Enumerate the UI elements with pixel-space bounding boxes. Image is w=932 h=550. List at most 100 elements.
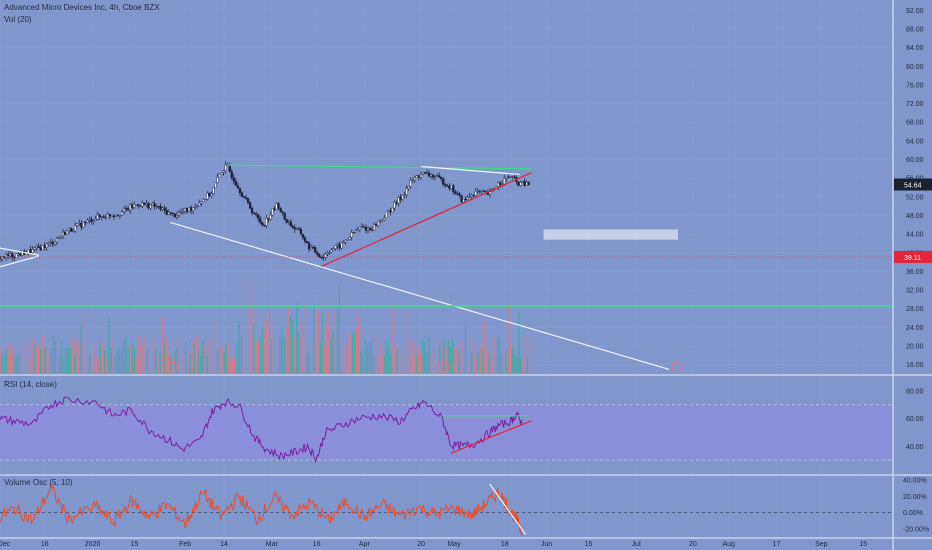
candle-up: [88, 218, 91, 221]
candle-up: [480, 190, 483, 192]
candle-up: [373, 223, 376, 231]
rsi-legend[interactable]: RSI (14, close): [4, 380, 57, 389]
candle-up: [224, 164, 227, 172]
candle-up: [381, 219, 384, 221]
candle-down: [277, 203, 280, 209]
volume-bar: [238, 321, 240, 373]
event-marker[interactable]: [671, 361, 683, 373]
candle-up: [175, 215, 178, 218]
candle-down: [19, 253, 22, 256]
volume-bar: [178, 337, 180, 373]
osc-legend[interactable]: Volume Osc (5, 10): [4, 478, 72, 487]
price-axis[interactable]: 92.00 88.00 84.00 80.00 76.00 72.00 68.00 64.00…: [894, 8, 932, 534]
candle-down: [259, 218, 262, 223]
rsi-tick-label: 60.00: [906, 416, 924, 423]
event-marker[interactable]: [438, 361, 450, 373]
volume-bar: [174, 350, 176, 373]
candle-down: [338, 244, 341, 249]
volume-bar: [503, 353, 505, 373]
candle-down: [244, 197, 248, 199]
symbol-title[interactable]: Advanced Micro Devices Inc, 4h, Cboe BZX: [4, 3, 160, 12]
volume-bar: [294, 337, 296, 373]
candle-down: [478, 190, 481, 193]
candle-down: [456, 193, 459, 195]
volume-bar: [22, 335, 25, 373]
candle-up: [114, 214, 117, 217]
candle-up: [86, 220, 89, 223]
volume-bar: [475, 357, 477, 373]
osc-label[interactable]: Volume Osc (5, 10): [4, 478, 73, 487]
osc-tick-label: -20.00%: [903, 526, 929, 533]
volume-bar: [61, 341, 63, 373]
candle-up: [183, 208, 187, 212]
volume-bar: [437, 355, 439, 373]
volume-bar: [368, 341, 370, 373]
volume-bar: [225, 345, 227, 373]
volume-label[interactable]: Vol (20): [4, 15, 32, 24]
volume-bar: [193, 344, 195, 373]
candle-down: [458, 193, 461, 196]
candle-down: [263, 224, 266, 227]
volume-bar: [78, 339, 80, 373]
volume-bar: [407, 336, 409, 373]
rsi-label[interactable]: RSI (14, close): [4, 380, 57, 389]
price-tick-label: 92.00: [906, 8, 924, 15]
candle-up: [466, 197, 469, 200]
volume-bar: [492, 335, 494, 373]
volume-legend[interactable]: Vol (20): [4, 15, 32, 24]
candle-down: [253, 212, 256, 215]
volume-bar: [505, 350, 507, 373]
volume-bar: [469, 336, 471, 373]
price-tick-label: 48.00: [906, 213, 924, 220]
volume-bar: [1, 352, 3, 373]
drawings[interactable]: [0, 164, 893, 370]
candle-up: [196, 205, 199, 207]
event-marker[interactable]: [166, 361, 178, 373]
volume-bar: [473, 345, 475, 373]
candle-up: [76, 223, 79, 226]
volume-bar: [396, 348, 398, 373]
volume-bar: [0, 347, 1, 373]
volume-bar: [44, 346, 46, 373]
volume-bar: [283, 336, 285, 373]
volume-bar: [304, 303, 306, 373]
candle-down: [279, 207, 282, 212]
volume-bar: [360, 351, 362, 373]
time-tick-label: 20: [689, 541, 697, 548]
price-tick-label: 16.00: [906, 362, 924, 369]
candle-up: [17, 253, 20, 255]
volume-bar: [187, 352, 189, 373]
time-tick-label: 15: [584, 541, 592, 548]
volume-bar: [215, 319, 217, 373]
volume-bar: [74, 355, 76, 373]
candle-up: [330, 249, 333, 253]
price-tick-label: 64.00: [906, 138, 924, 145]
candle-up: [505, 176, 508, 179]
candle-down: [316, 252, 319, 255]
volume-bar: [464, 322, 467, 373]
price-tick-label: 44.00: [906, 232, 924, 239]
volume-bar: [311, 339, 313, 373]
volume-bar: [338, 283, 341, 373]
volume-bar: [479, 345, 481, 373]
volume-bar: [65, 348, 67, 373]
volume-bar: [136, 357, 138, 373]
candle-down: [370, 229, 374, 231]
volume-bar: [332, 331, 334, 373]
candle-up: [68, 228, 71, 231]
event-markers[interactable]: [166, 361, 683, 373]
volume-bar: [270, 339, 272, 373]
rsi-tick-label: 40.00: [906, 444, 924, 451]
volume-bar: [138, 335, 140, 373]
candle-up: [151, 203, 154, 206]
time-tick-label: Feb: [179, 541, 191, 548]
volume-bar: [443, 338, 445, 373]
time-axis[interactable]: Dec 16 2020 15 Feb 14 Mar 16 Apr 20 May 18 Jun 15 Jul 2…: [0, 541, 867, 548]
symbol-legend[interactable]: Advanced Micro Devices Inc, 4h, Cboe BZX: [4, 3, 160, 12]
volume-bar: [481, 349, 484, 373]
candle-up: [9, 253, 12, 256]
volume-bar: [272, 322, 274, 373]
osc-tick-label: 0.00%: [903, 510, 923, 517]
volume-bar: [144, 335, 146, 373]
